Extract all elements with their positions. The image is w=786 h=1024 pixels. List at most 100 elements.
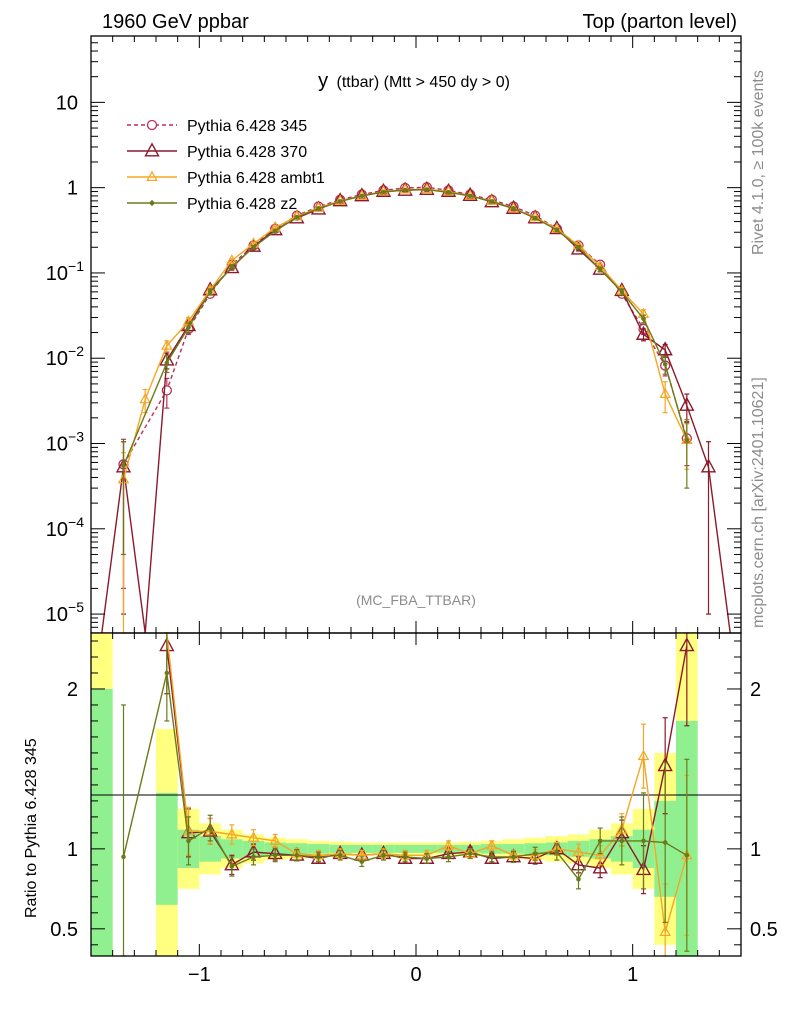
main-axis	[90, 35, 742, 634]
main-point	[424, 187, 430, 192]
main-point	[161, 339, 173, 350]
legend-item: Pythia 6.428 z2	[127, 196, 297, 213]
mcplots-label: mcplots.cern.ch [arXiv:2401.10621]	[750, 377, 767, 628]
main-series-2	[117, 182, 693, 634]
ratio-point	[527, 849, 543, 864]
ratio-series-layer	[121, 632, 695, 957]
main-series-1	[101, 180, 731, 634]
legend-marker	[146, 170, 158, 181]
main-y-tick-label: 10−4	[46, 514, 84, 541]
ratio-line	[166, 632, 688, 933]
main-point	[619, 289, 625, 295]
main-point	[381, 189, 386, 195]
ratio-point	[592, 859, 608, 874]
legend-marker	[149, 200, 155, 206]
ratio-point	[641, 838, 646, 844]
main-point	[402, 187, 408, 193]
main-point	[446, 190, 451, 195]
ratio-panel: 0.5 0.5 1 1 2 2 −1 0 1	[50, 632, 778, 986]
ratio-band-inner	[394, 844, 416, 853]
ratio-point	[489, 854, 495, 860]
ratio-point	[594, 848, 606, 860]
ratio-point	[532, 851, 538, 856]
main-point	[121, 463, 126, 468]
legend-label: Pythia 6.428 345	[187, 118, 307, 135]
legend-marker	[144, 142, 160, 157]
main-line	[122, 186, 688, 465]
main-y-tick-label: 1	[67, 178, 78, 200]
ratio-point	[381, 852, 386, 858]
plot-title-main: y	[318, 70, 328, 92]
ratio-point	[186, 838, 191, 844]
ratio-band-inner	[221, 839, 243, 859]
main-point	[359, 193, 365, 199]
main-point	[337, 199, 343, 204]
main-point	[635, 325, 652, 340]
main-point	[511, 206, 516, 211]
ratio-point	[659, 925, 671, 937]
legend-item: Pythia 6.428 370	[127, 142, 307, 161]
main-point	[467, 193, 473, 199]
ratio-band-inner	[156, 792, 178, 905]
ratio-point	[247, 831, 260, 842]
ratio-point	[316, 854, 321, 860]
main-point	[226, 254, 238, 265]
main-point	[207, 289, 213, 295]
ratio-point	[576, 876, 581, 882]
main-point	[375, 182, 392, 198]
ratio-axis-title: Ratio to Pythia 6.428 345	[23, 738, 40, 918]
main-point	[442, 185, 455, 196]
ratio-point	[121, 854, 126, 860]
x-tick-labels: −1 0 1	[188, 964, 638, 986]
ratio-point	[359, 859, 365, 864]
main-line	[122, 188, 688, 466]
ratio-point	[229, 864, 235, 869]
main-point	[489, 199, 495, 204]
ratio-point	[164, 670, 170, 676]
ratio-y-tick-label-left: 1	[67, 839, 78, 861]
ratio-point	[467, 851, 473, 856]
main-point	[186, 325, 191, 330]
ratio-point	[207, 825, 213, 831]
main-panel: 10−5 10−4 10−3 10−2 10−1 1 10 y (ttbar) (Mtt >…	[46, 35, 742, 634]
x-tick-label: −1	[188, 964, 211, 986]
header-right: Top (parton level)	[582, 11, 737, 33]
ratio-y-tick-label-right: 1	[750, 839, 761, 861]
ratio-y-tick-label-right: 0.5	[750, 919, 778, 941]
ratio-point	[442, 839, 455, 850]
ratio-band-inner	[199, 836, 221, 862]
main-point	[139, 392, 151, 404]
ratio-y-tick-label-left: 2	[67, 679, 78, 701]
ratio-point	[226, 828, 238, 839]
main-point	[700, 458, 717, 473]
ratio-point	[597, 838, 603, 844]
ratio-point	[424, 856, 430, 861]
main-y-tick-label: 10−1	[46, 258, 84, 285]
legend-marker	[146, 119, 158, 131]
ratio-point	[637, 749, 650, 761]
ratio-point	[446, 854, 451, 860]
ratio-point	[251, 854, 256, 860]
main-point	[662, 361, 668, 367]
ratio-point	[486, 839, 498, 850]
ratio-y-tick-label-right: 2	[750, 679, 761, 701]
main-point	[462, 186, 478, 201]
plot-title-rest: (ttbar) (Mtt > 450 dy > 0)	[337, 74, 510, 91]
main-point	[294, 214, 300, 220]
main-series-3	[121, 187, 690, 556]
main-line	[101, 188, 731, 634]
ratio-point	[511, 854, 516, 860]
x-tick-label: 0	[410, 964, 421, 986]
ratio-band-inner	[307, 844, 330, 854]
legend-label: Pythia 6.428 z2	[187, 196, 297, 213]
ratio-tick-labels: 0.5 0.5 1 1 2 2	[50, 679, 778, 941]
main-y-tick-label: 10−3	[46, 429, 84, 456]
ratio-point	[662, 840, 668, 845]
main-point	[641, 316, 646, 322]
ratio-point	[619, 838, 625, 844]
main-point	[657, 341, 673, 356]
main-y-tick-label: 10−2	[46, 343, 84, 370]
main-point	[554, 227, 560, 233]
main-point	[597, 267, 603, 272]
ratio-point	[679, 637, 695, 652]
